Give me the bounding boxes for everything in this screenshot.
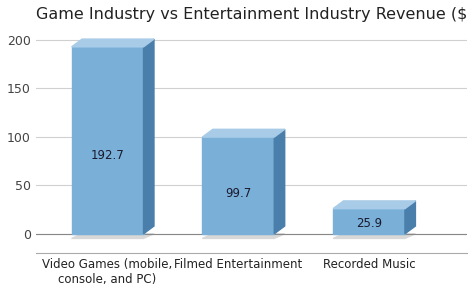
Polygon shape: [72, 39, 154, 47]
Text: 99.7: 99.7: [225, 187, 251, 200]
Polygon shape: [202, 234, 285, 239]
Bar: [72, 47, 144, 234]
Polygon shape: [202, 129, 285, 137]
Polygon shape: [333, 201, 415, 209]
Text: Game Industry vs Entertainment Industry Revenue ($ Bn): Game Industry vs Entertainment Industry …: [36, 7, 474, 22]
Bar: [333, 209, 405, 234]
Polygon shape: [144, 39, 154, 234]
Polygon shape: [333, 234, 415, 239]
Polygon shape: [405, 201, 415, 234]
Text: 25.9: 25.9: [356, 217, 382, 230]
Polygon shape: [274, 129, 285, 234]
Text: 192.7: 192.7: [91, 149, 125, 162]
Polygon shape: [72, 234, 154, 239]
Bar: [202, 137, 274, 234]
